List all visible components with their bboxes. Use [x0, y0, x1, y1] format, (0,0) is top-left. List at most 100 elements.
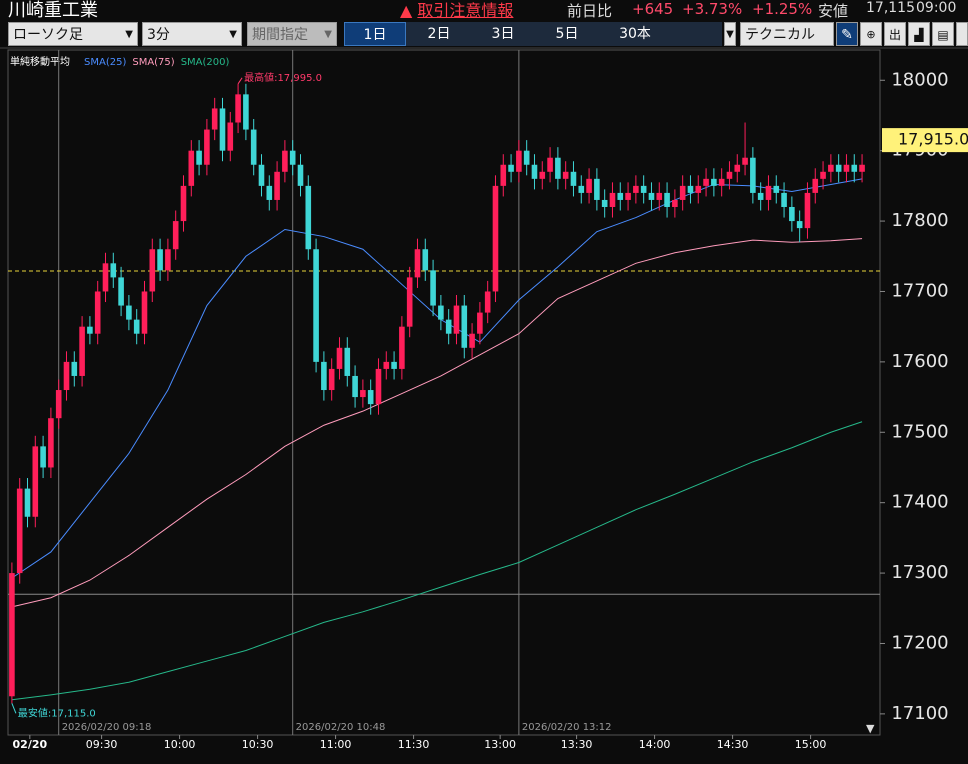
candle-body	[180, 185, 187, 222]
change-pct: +1.25%	[752, 0, 813, 18]
range-tab[interactable]: 30本	[619, 26, 651, 42]
candle-body	[204, 129, 210, 165]
range-tabs	[344, 22, 722, 46]
candle-body	[664, 192, 670, 207]
candle-body	[94, 291, 101, 334]
candle-body	[328, 368, 335, 391]
candle-body	[695, 185, 702, 193]
candle-body	[422, 249, 429, 271]
zoom-tool[interactable]: ⊕	[860, 22, 882, 46]
legend-entry: SMA(25)	[84, 57, 126, 68]
candle-body	[367, 390, 374, 405]
arrow: ▼	[324, 29, 332, 40]
x-tick-label: 11:30	[398, 738, 430, 751]
candle-body	[48, 418, 54, 468]
candle-body	[149, 249, 156, 292]
candle-body	[87, 326, 93, 334]
candle-body	[617, 192, 624, 200]
chart-kind-select[interactable]: ローソク足 ▼	[8, 22, 138, 46]
output-tool[interactable]: 出	[884, 22, 906, 46]
area-tool[interactable]: ▟	[908, 22, 930, 46]
y-tick-label: 18000	[891, 69, 948, 90]
x-tick-label: 11:00	[320, 738, 352, 751]
annotation: 最安値:17,115.0	[18, 706, 96, 719]
period-select[interactable]: 期間指定 ▼	[247, 22, 337, 46]
candle-body	[796, 221, 803, 229]
candle-body	[383, 361, 390, 369]
interval[interactable]: 3分	[147, 27, 170, 43]
more-button[interactable]: ▼	[724, 22, 736, 46]
candle-body	[789, 206, 795, 222]
interval-select[interactable]: 3分 ▼	[142, 22, 242, 46]
annotation-pointer	[11, 703, 17, 714]
candle-body	[742, 157, 748, 165]
candle-body	[344, 347, 351, 376]
candle-body	[492, 185, 499, 292]
candle-body	[305, 185, 312, 250]
candle-body	[430, 270, 436, 306]
legend-entry: SMA(200)	[181, 57, 230, 68]
candle-body	[453, 305, 460, 334]
candle-body	[188, 150, 195, 186]
technical-button[interactable]: テクニカル	[740, 22, 834, 46]
candle-body	[71, 361, 78, 376]
candle-body	[55, 390, 62, 419]
candle-body	[718, 178, 725, 186]
candle-body	[586, 178, 592, 193]
candle-body	[578, 185, 585, 193]
low-label: 安値	[818, 2, 849, 20]
x-tick-label: 14:30	[717, 738, 749, 751]
candle-body	[32, 446, 39, 517]
candle-body	[640, 185, 647, 193]
candle-body	[601, 199, 608, 207]
candle-body	[211, 108, 218, 130]
candle-body	[243, 94, 249, 130]
range-tab[interactable]: 5日	[555, 26, 579, 42]
chart-kind[interactable]: ローソク足	[13, 27, 83, 43]
sma-line	[11, 238, 863, 608]
legend-entry: SMA(75)	[132, 57, 174, 68]
candle-body	[336, 347, 343, 369]
candle-body	[703, 178, 709, 186]
candle-body	[219, 108, 226, 151]
candle-body	[118, 277, 124, 306]
sma-line	[11, 421, 863, 701]
candle-body	[9, 573, 15, 697]
x-tick-label: 15:00	[795, 738, 827, 751]
candle-body	[781, 192, 787, 207]
y-tick-label: 17500	[891, 421, 948, 442]
range-tab[interactable]: 1日	[344, 22, 406, 46]
low-value: 17,115	[866, 0, 915, 16]
candle-body	[679, 185, 686, 200]
candle-body	[531, 164, 538, 179]
candle-body	[500, 164, 507, 186]
candle-body	[726, 171, 733, 179]
warning-text[interactable]: 取引注意情報	[417, 1, 514, 20]
candle-body	[297, 164, 304, 186]
technical[interactable]: テクニカル	[745, 27, 815, 43]
candle-body	[406, 277, 413, 327]
indicator-title: 単純移動平均	[10, 55, 70, 68]
range-tab[interactable]: 2日	[427, 26, 451, 42]
candle-body	[812, 178, 819, 193]
period[interactable]: 期間指定	[252, 27, 308, 43]
candle-body	[250, 129, 257, 165]
annotation-pointer	[237, 77, 243, 85]
candle-body	[16, 488, 23, 574]
last-price: 17,915.0	[898, 130, 968, 149]
candle-body	[79, 326, 85, 376]
candle-body	[126, 305, 132, 320]
candle-body	[539, 171, 546, 179]
candle-body	[196, 150, 202, 165]
save-tool[interactable]: ▤	[932, 22, 954, 46]
range-tab[interactable]: 3日	[491, 26, 515, 42]
y-tick-label: 17100	[891, 703, 948, 724]
x-tick-label: 13:00	[484, 738, 516, 751]
candle-body	[835, 164, 842, 172]
y-tick-label: 17400	[891, 492, 948, 513]
candle-body	[562, 171, 569, 179]
candle-body	[523, 150, 530, 165]
warning-link[interactable]: ▲ 取引注意情報	[400, 1, 514, 20]
draw-tool[interactable]: ✎	[836, 22, 858, 46]
